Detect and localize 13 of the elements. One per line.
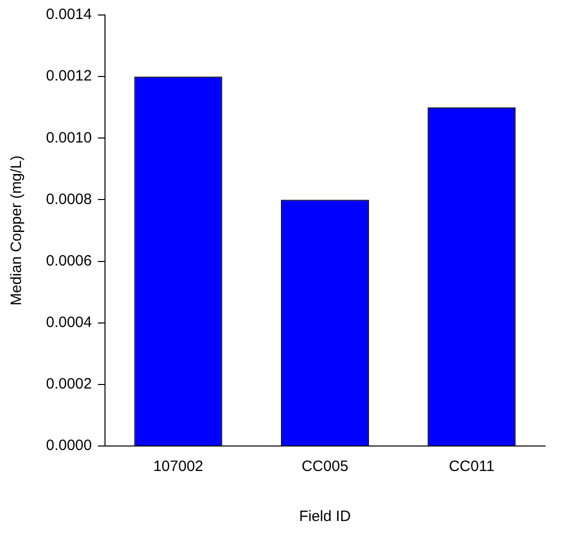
y-tick-label: 0.0000 bbox=[46, 437, 92, 454]
y-tick-label: 0.0002 bbox=[46, 376, 92, 393]
y-axis-title: Median Copper (mg/L) bbox=[8, 155, 26, 306]
y-tick-label: 0.0006 bbox=[46, 252, 92, 270]
x-tick-label: CC011 bbox=[448, 458, 494, 476]
x-tick-label: 107002 bbox=[153, 458, 204, 476]
x-tick-label: CC005 bbox=[302, 458, 348, 476]
y-tick-label: 0.0014 bbox=[46, 6, 92, 24]
y-tick-label: 0.0008 bbox=[46, 190, 92, 208]
y-tick-label: 0.0004 bbox=[46, 314, 92, 331]
y-tick-label: 0.0012 bbox=[46, 68, 92, 85]
y-tick-label: 0.0010 bbox=[46, 129, 92, 146]
x-axis-title: Field ID bbox=[299, 508, 351, 526]
